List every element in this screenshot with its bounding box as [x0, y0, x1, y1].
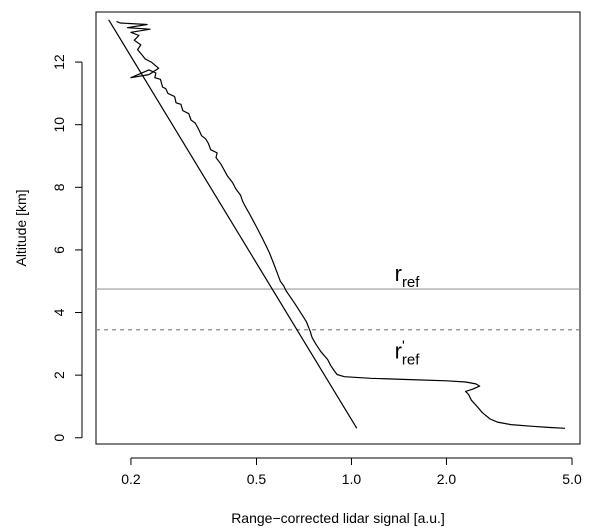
y-tick-label: 4: [51, 308, 67, 316]
y-tick-label: 0: [51, 434, 67, 442]
y-tick-label: 12: [51, 54, 67, 70]
x-tick-label: 5.0: [562, 471, 582, 487]
x-tick-label: 2.0: [437, 471, 457, 487]
x-tick-label: 0.2: [121, 471, 141, 487]
series-line-0: [116, 20, 566, 429]
r-ref-label: rref: [395, 261, 421, 291]
x-tick-label: 0.5: [247, 471, 267, 487]
r-ref-prime-label: r' ref: [395, 338, 421, 369]
y-axis-title: Altitude [km]: [13, 189, 29, 266]
plot-frame: [95, 11, 581, 445]
x-axis-title: Range−corrected lidar signal [a.u.]: [231, 510, 445, 526]
y-tick-label: 10: [51, 117, 67, 133]
y-tick-label: 2: [51, 371, 67, 379]
x-tick-label: 1.0: [342, 471, 362, 487]
series-line-1: [108, 19, 358, 429]
y-tick-label: 6: [51, 246, 67, 254]
y-tick-label: 8: [51, 183, 67, 191]
